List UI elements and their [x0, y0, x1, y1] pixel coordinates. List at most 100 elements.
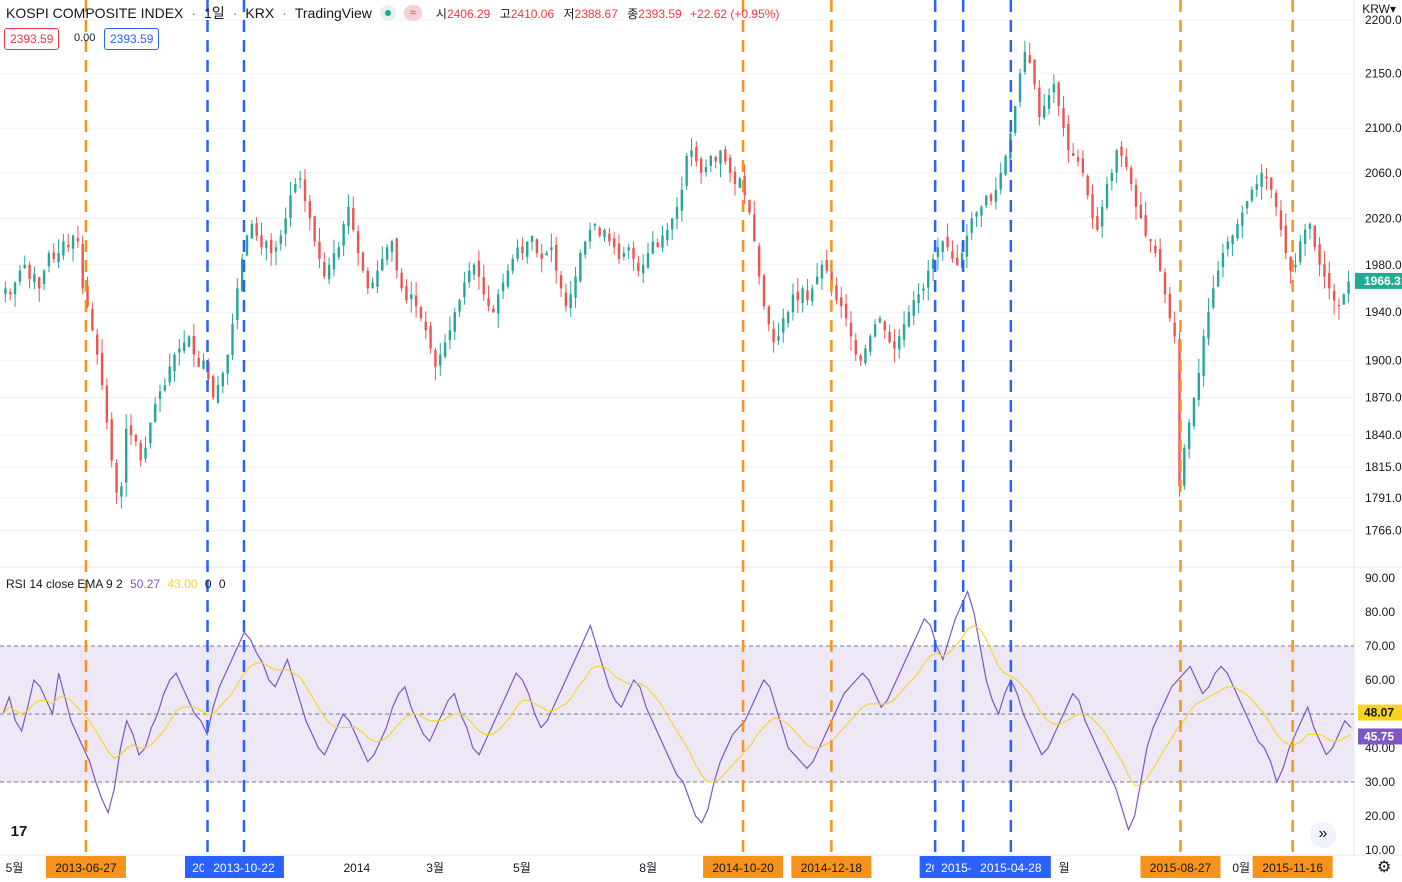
- candle-body[interactable]: [728, 157, 732, 173]
- scroll-to-realtime-icon[interactable]: »: [1310, 822, 1336, 848]
- candle-body[interactable]: [240, 258, 244, 291]
- candle-body[interactable]: [260, 235, 263, 248]
- candle-body[interactable]: [178, 348, 181, 353]
- candle-body[interactable]: [617, 243, 621, 259]
- candle-body[interactable]: [516, 247, 519, 259]
- candle-body[interactable]: [226, 354, 229, 374]
- candle-body[interactable]: [675, 206, 679, 219]
- candle-body[interactable]: [352, 207, 355, 230]
- candle-body[interactable]: [125, 428, 128, 483]
- candle-body[interactable]: [1279, 210, 1283, 230]
- candle-body[interactable]: [453, 312, 456, 332]
- candle-body[interactable]: [245, 235, 249, 256]
- candle-body[interactable]: [4, 288, 7, 295]
- candle-body[interactable]: [265, 241, 268, 248]
- candle-body[interactable]: [501, 282, 505, 292]
- candle-body[interactable]: [1062, 108, 1065, 129]
- candle-body[interactable]: [1052, 84, 1056, 93]
- candle-body[interactable]: [1289, 257, 1292, 271]
- candle-body[interactable]: [1294, 264, 1297, 268]
- candle-body[interactable]: [588, 229, 592, 242]
- candle-body[interactable]: [1091, 194, 1094, 219]
- candle-body[interactable]: [1144, 215, 1147, 236]
- candle-body[interactable]: [699, 158, 703, 173]
- candle-body[interactable]: [1173, 322, 1176, 337]
- symbol-title[interactable]: KOSPI COMPOSITE INDEX: [6, 5, 184, 21]
- candle-body[interactable]: [18, 270, 22, 282]
- candle-body[interactable]: [434, 350, 437, 367]
- candle-body[interactable]: [646, 253, 650, 268]
- candle-body[interactable]: [922, 288, 925, 291]
- candle-body[interactable]: [294, 184, 297, 193]
- candle-body[interactable]: [9, 292, 12, 295]
- candle-body[interactable]: [487, 298, 490, 307]
- candle-body[interactable]: [685, 155, 688, 186]
- candle-body[interactable]: [970, 218, 973, 233]
- candle-body[interactable]: [907, 312, 911, 327]
- candle-body[interactable]: [216, 385, 220, 403]
- candle-body[interactable]: [854, 340, 857, 355]
- candle-body[interactable]: [1183, 447, 1186, 486]
- candle-body[interactable]: [999, 172, 1002, 190]
- candle-body[interactable]: [231, 324, 234, 355]
- candle-body[interactable]: [1197, 372, 1201, 400]
- candle-body[interactable]: [1245, 201, 1249, 209]
- candle-body[interactable]: [574, 276, 577, 298]
- candle-body[interactable]: [250, 224, 254, 239]
- candle-body[interactable]: [1250, 189, 1254, 201]
- candle-body[interactable]: [289, 195, 292, 218]
- candle-body[interactable]: [777, 336, 780, 341]
- candle-body[interactable]: [690, 150, 693, 157]
- candle-body[interactable]: [1265, 176, 1268, 179]
- candle-body[interactable]: [724, 149, 727, 162]
- rsi-legend[interactable]: RSI 14 close EMA 9 2 50.27 43.00 0 0: [6, 577, 226, 591]
- candle-body[interactable]: [439, 354, 442, 366]
- candle-body[interactable]: [361, 252, 365, 271]
- market-status-icon[interactable]: [379, 5, 396, 21]
- candle-body[interactable]: [197, 357, 200, 367]
- candle-body[interactable]: [975, 212, 978, 217]
- candle-body[interactable]: [869, 336, 872, 352]
- candle-body[interactable]: [308, 201, 312, 219]
- candle-body[interactable]: [1154, 245, 1157, 254]
- candle-body[interactable]: [1100, 206, 1104, 227]
- candle-body[interactable]: [844, 303, 848, 319]
- candle-body[interactable]: [91, 308, 94, 331]
- candle-body[interactable]: [1192, 397, 1196, 427]
- candle-body[interactable]: [274, 247, 278, 252]
- candle-body[interactable]: [1149, 239, 1152, 242]
- candle-body[interactable]: [559, 275, 563, 289]
- candle-body[interactable]: [898, 336, 901, 350]
- candle-body[interactable]: [28, 264, 31, 279]
- candle-body[interactable]: [410, 294, 413, 300]
- candle-body[interactable]: [941, 241, 944, 252]
- candle-body[interactable]: [1014, 106, 1017, 133]
- candle-body[interactable]: [738, 178, 742, 188]
- symbol-header[interactable]: KOSPI COMPOSITE INDEX · 1일 · KRX · Tradi…: [6, 5, 780, 21]
- candle-body[interactable]: [608, 233, 611, 242]
- candle-body[interactable]: [666, 229, 669, 241]
- candle-body[interactable]: [236, 288, 239, 321]
- candle-body[interactable]: [661, 235, 664, 248]
- candle-body[interactable]: [709, 155, 713, 166]
- candle-body[interactable]: [33, 274, 36, 283]
- candle-body[interactable]: [211, 376, 215, 398]
- candle-body[interactable]: [598, 227, 601, 236]
- candle-body[interactable]: [1226, 241, 1229, 250]
- candle-body[interactable]: [521, 246, 524, 254]
- candle-body[interactable]: [680, 189, 684, 211]
- candle-body[interactable]: [965, 235, 969, 257]
- candle-body[interactable]: [168, 366, 171, 383]
- candle-body[interactable]: [550, 247, 553, 250]
- candle-body[interactable]: [936, 247, 940, 257]
- candle-body[interactable]: [105, 385, 109, 423]
- rsi-line[interactable]: [2, 589, 1352, 832]
- candle-body[interactable]: [1318, 243, 1321, 265]
- candle-body[interactable]: [1313, 225, 1316, 248]
- currency-selector[interactable]: KRW▾: [1362, 2, 1396, 16]
- candle-body[interactable]: [579, 253, 582, 282]
- candle-body[interactable]: [202, 360, 205, 369]
- candle-body[interactable]: [511, 258, 514, 271]
- candle-body[interactable]: [149, 422, 152, 444]
